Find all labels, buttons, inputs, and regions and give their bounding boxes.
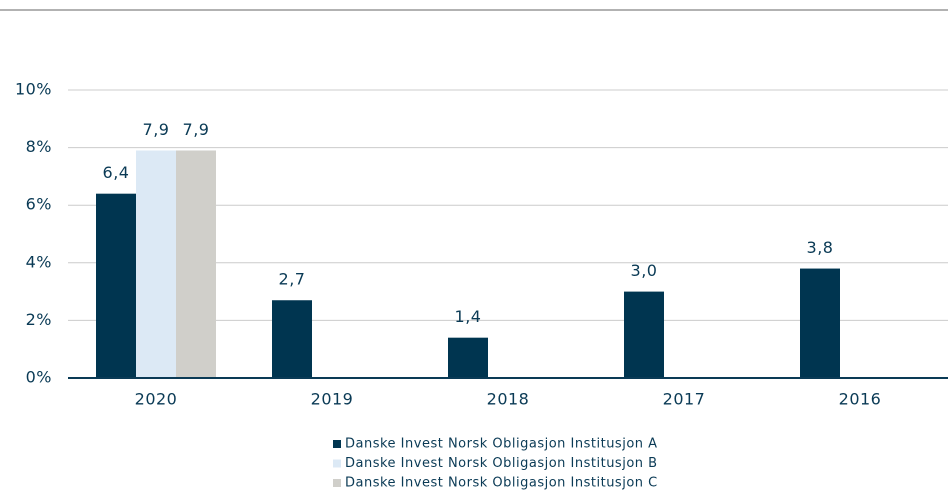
x-tick-label: 2018 [487,390,530,409]
legend-swatch [333,459,341,468]
bar [176,150,216,378]
value-label: 2,7 [279,270,306,289]
value-label: 3,8 [807,238,834,257]
value-label: 3,0 [631,261,658,280]
value-label: 1,4 [455,307,482,326]
legend-label: Danske Invest Norsk Obligasjon Institusj… [345,456,658,471]
legend-swatch [333,440,341,448]
y-tick-label: 6% [26,195,52,214]
legend-label: Danske Invest Norsk Obligasjon Institusj… [345,437,658,452]
bar [624,291,664,378]
value-label: 6,4 [103,163,130,182]
bar [272,300,312,378]
y-tick-label: 10% [15,80,52,99]
x-tick-label: 2020 [135,390,178,409]
bar [800,268,840,378]
x-tick-label: 2016 [839,390,882,409]
legend-label: Danske Invest Norsk Obligasjon Institusj… [345,476,658,490]
x-tick-label: 2017 [663,390,706,409]
value-label: 7,9 [143,120,170,139]
bar [448,337,488,378]
value-label: 7,9 [183,120,210,139]
y-tick-label: 4% [26,252,52,271]
legend-swatch [333,479,341,487]
x-tick-label: 2019 [311,390,354,409]
bar [96,193,136,378]
bar [136,150,176,378]
y-tick-label: 0% [26,368,52,387]
y-tick-label: 8% [26,137,52,156]
y-tick-label: 2% [26,310,52,329]
